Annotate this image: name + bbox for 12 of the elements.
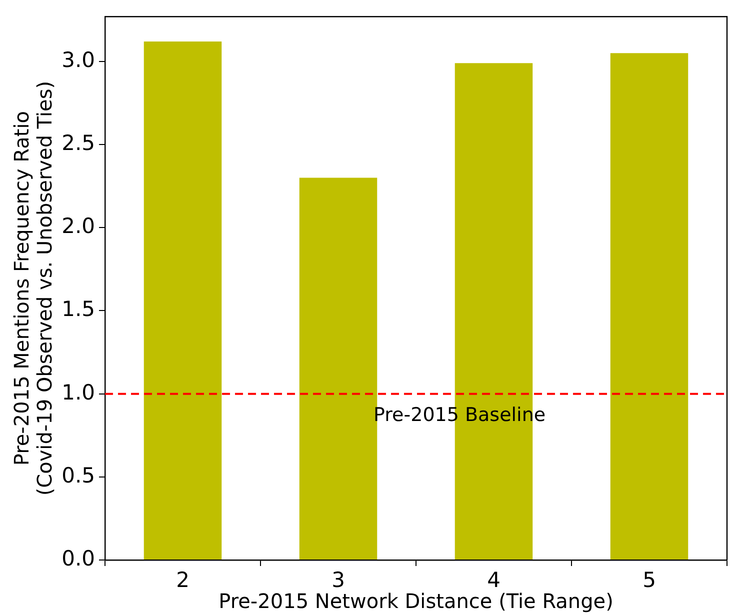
y-tick-label: 1.0 bbox=[62, 380, 95, 404]
y-tick-label: 3.0 bbox=[62, 48, 95, 72]
y-tick-label: 0.0 bbox=[62, 546, 95, 570]
y-tick-label: 1.5 bbox=[62, 297, 95, 322]
bar bbox=[610, 53, 688, 560]
y-axis-title: Pre-2015 Mentions Frequency Ratio (Covid-19 Observed vs. Unobserved Ties) bbox=[10, 80, 57, 496]
x-tick-label: 2 bbox=[176, 568, 190, 592]
y-tick-label: 2.0 bbox=[62, 214, 95, 238]
y-tick-label: 2.5 bbox=[62, 131, 95, 156]
bar bbox=[144, 42, 222, 560]
x-tick-label: 5 bbox=[642, 568, 656, 592]
y-tick-label: 0.5 bbox=[62, 463, 95, 488]
